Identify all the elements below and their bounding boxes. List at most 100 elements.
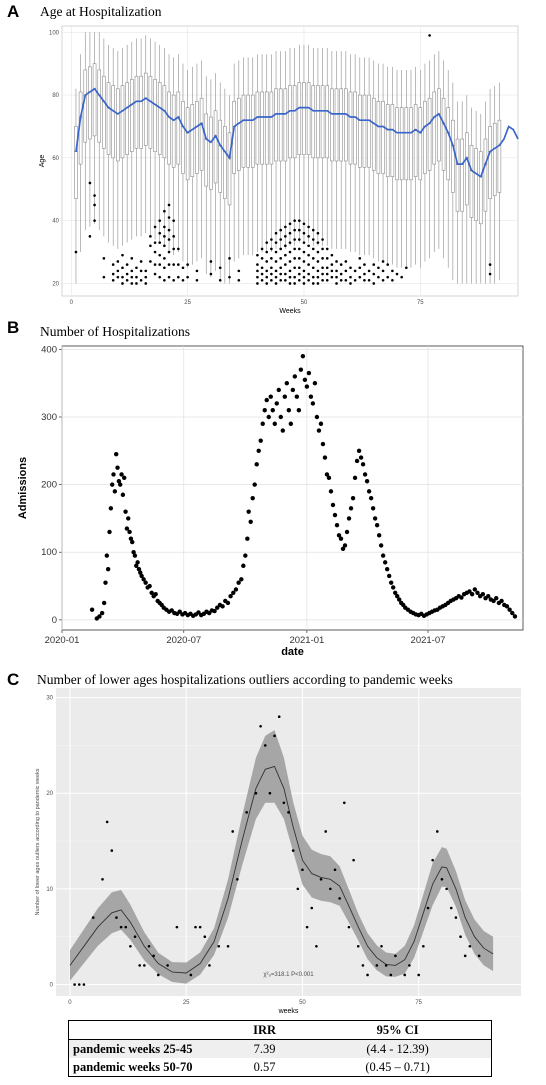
panel-a-outlier-point bbox=[288, 269, 292, 273]
panel-a-box bbox=[339, 51, 343, 249]
panel-a-outlier-point bbox=[181, 266, 185, 270]
panel-a-box-body bbox=[455, 138, 460, 212]
panel-b-data-point bbox=[228, 593, 233, 599]
panel-a-outlier-point bbox=[93, 219, 96, 222]
panel-c-data-point bbox=[166, 964, 169, 967]
panel-a-box-body bbox=[460, 138, 464, 212]
panel-a-outlier-point bbox=[367, 279, 371, 282]
panel-a-outlier-point bbox=[125, 263, 129, 266]
panel-b-data-point bbox=[128, 536, 134, 541]
panel-a-box bbox=[125, 44, 129, 243]
panel-a-box-body bbox=[116, 88, 120, 162]
panel-c-data-point bbox=[268, 791, 272, 795]
panel-a-box-body bbox=[125, 82, 129, 156]
panel-a-outlier-point bbox=[335, 260, 338, 263]
panel-a-y-tick-label: 60 bbox=[52, 156, 59, 162]
panel-c-data-point bbox=[333, 868, 337, 872]
panel-a-outlier-point bbox=[428, 34, 431, 37]
panel-a-box-body bbox=[134, 75, 139, 149]
panel-a-box-body bbox=[399, 107, 404, 181]
panel-c-data-point bbox=[468, 944, 472, 948]
panel-a-outlier-point bbox=[335, 269, 338, 273]
panel-b-data-point bbox=[288, 421, 294, 426]
panel-b-title: Number of Hospitalizations bbox=[40, 324, 190, 339]
panel-a-outlier-point bbox=[400, 275, 403, 279]
panel-c-data-point bbox=[319, 878, 323, 881]
panel-a-outlier-point bbox=[321, 238, 324, 241]
panel-c-y-tick-label: 30 bbox=[46, 696, 53, 702]
panel-c-data-point bbox=[259, 724, 262, 728]
panel-a-outlier-point bbox=[130, 275, 134, 279]
panel-a-outlier-point bbox=[260, 247, 264, 251]
panel-a-outlier-point bbox=[293, 266, 296, 270]
panel-letter-c: C bbox=[7, 670, 20, 689]
panel-a-outlier-point bbox=[353, 269, 357, 273]
table-row-ci: (0.45 – 0.71) bbox=[365, 1059, 430, 1074]
panel-a-outlier-point bbox=[163, 279, 166, 282]
panel-c-data-point bbox=[175, 925, 179, 929]
panel-a-outlier-point bbox=[139, 260, 143, 263]
panel-a-outlier-point bbox=[321, 272, 324, 276]
panel-a-outlier-point bbox=[167, 238, 171, 241]
panel-c-data-point bbox=[329, 887, 332, 891]
panel-a-box-body bbox=[474, 148, 478, 221]
panel-a-box bbox=[116, 51, 120, 249]
panel-a-outlier-point bbox=[349, 282, 352, 285]
panel-a-outlier-point bbox=[149, 235, 152, 238]
panel-a-box-body bbox=[358, 94, 362, 168]
panel-a-box-body bbox=[497, 119, 502, 193]
panel-a-outlier-point bbox=[121, 253, 124, 257]
panel-c-data-point bbox=[324, 830, 328, 833]
panel-a-box bbox=[227, 95, 232, 284]
panel-b-data-point bbox=[475, 590, 480, 596]
panel-a-outlier-point bbox=[153, 263, 157, 266]
panel-a-box-body bbox=[418, 107, 423, 181]
panel-a-outlier-point bbox=[144, 269, 148, 273]
panel-a-outlier-point bbox=[284, 235, 287, 238]
panel-letter-a: A bbox=[7, 2, 20, 21]
panel-a-outlier-point bbox=[307, 263, 310, 266]
panel-c-data-point bbox=[110, 849, 114, 852]
panel-a-outlier-point bbox=[167, 250, 171, 254]
panel-a-box-body bbox=[371, 97, 376, 171]
panel-b-data-point bbox=[252, 482, 257, 487]
panel-b-y-tick-label: 300 bbox=[41, 412, 57, 423]
panel-a-box bbox=[390, 66, 395, 265]
panel-b-data-point bbox=[266, 414, 271, 420]
panel-b-x-tick-label: 2020-07 bbox=[166, 635, 201, 646]
panel-a-box bbox=[143, 35, 148, 234]
panel-b-y-tick-label: 100 bbox=[41, 547, 57, 558]
panel-a-box bbox=[362, 57, 367, 256]
panel-a-outlier-point bbox=[372, 263, 376, 266]
panel-c-data-point bbox=[463, 954, 467, 958]
panel-a-outlier-point bbox=[167, 228, 171, 232]
panel-a-box-body bbox=[325, 85, 330, 159]
table-header-row: IRR 95% CI bbox=[68, 1020, 492, 1040]
panel-a-outlier-point bbox=[195, 279, 199, 282]
panel-a-box-body bbox=[339, 88, 343, 162]
panel-a-outlier-point bbox=[88, 181, 92, 185]
panel-a-box bbox=[460, 101, 464, 284]
panel-a-outlier-point bbox=[316, 269, 320, 273]
panel-a-outlier-point bbox=[330, 253, 334, 257]
panel-a-box bbox=[399, 69, 404, 268]
table-row: pandemic weeks 50-70 0.57 (0.45 – 0.71) bbox=[69, 1058, 492, 1077]
panel-a-box-body bbox=[288, 85, 292, 159]
panel-a-outlier-point bbox=[279, 228, 282, 232]
panel-a-outlier-point bbox=[135, 275, 138, 279]
table-row-label: pandemic weeks 50-70 bbox=[73, 1059, 193, 1074]
panel-b-data-point bbox=[122, 475, 127, 481]
panel-a-box bbox=[465, 95, 469, 284]
panel-a-outlier-point bbox=[265, 275, 269, 279]
panel-c-data-point bbox=[338, 897, 341, 900]
panel-b-data-point bbox=[143, 580, 148, 585]
panel-a-box bbox=[446, 69, 450, 268]
panel-b-data-point bbox=[388, 580, 394, 585]
panel-a-box bbox=[111, 47, 115, 246]
panel-b-data-point bbox=[306, 370, 312, 376]
panel-a-outlier-point bbox=[307, 225, 310, 229]
panel-a-outlier-point bbox=[316, 250, 320, 254]
panel-a-outlier-point bbox=[325, 266, 329, 270]
panel-a-box-body bbox=[488, 126, 492, 199]
panel-b-y-tick-label: 200 bbox=[41, 480, 57, 491]
